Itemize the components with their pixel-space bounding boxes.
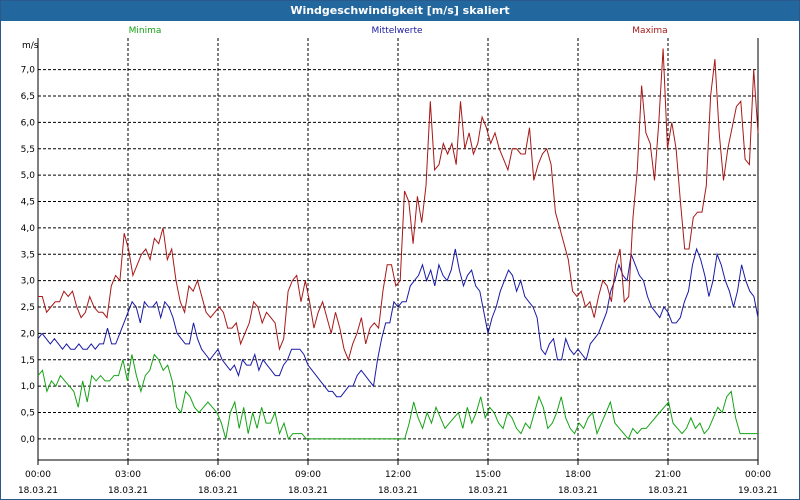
legend-mittelwerte: Mittelwerte bbox=[371, 26, 422, 36]
y-tick-label: 4,0 bbox=[21, 224, 36, 234]
y-tick-label: 3,0 bbox=[21, 277, 36, 287]
legend: Minima Mittelwerte Maxima bbox=[129, 26, 668, 36]
x-tick-time: 12:00 bbox=[385, 470, 411, 480]
x-tick-time: 18:00 bbox=[565, 470, 591, 480]
axes bbox=[37, 38, 759, 465]
y-tick-label: 5,0 bbox=[21, 171, 36, 181]
y-tick-label: 1,5 bbox=[21, 356, 35, 366]
x-tick-date: 18.03.21 bbox=[558, 486, 598, 496]
y-tick-label: 4,5 bbox=[21, 198, 35, 208]
legend-minima: Minima bbox=[129, 26, 162, 36]
x-tick-time: 09:00 bbox=[295, 470, 321, 480]
y-tick-label: 0,0 bbox=[21, 435, 36, 445]
grid-lines bbox=[38, 38, 758, 460]
y-tick-label: 3,5 bbox=[21, 250, 35, 260]
y-tick-label: 2,5 bbox=[21, 303, 35, 313]
legend-maxima: Maxima bbox=[632, 26, 667, 36]
y-tick-label: 1,0 bbox=[21, 382, 36, 392]
x-tick-time: 06:00 bbox=[205, 470, 231, 480]
y-tick-label: 6,5 bbox=[21, 92, 35, 102]
y-tick-label: 6,0 bbox=[21, 118, 36, 128]
chart-title: Windgeschwindigkeit [m/s] skaliert bbox=[1, 1, 799, 21]
series-line-mittelwerte bbox=[37, 247, 759, 398]
y-tick-label: 5,5 bbox=[21, 145, 35, 155]
x-tick-time: 00:00 bbox=[25, 470, 51, 480]
x-tick-date: 18.03.21 bbox=[288, 486, 328, 496]
x-tick-time: 15:00 bbox=[475, 470, 501, 480]
x-tick-date: 18.03.21 bbox=[648, 486, 688, 496]
x-tick-date: 18.03.21 bbox=[378, 486, 418, 496]
x-tick-date: 19.03.21 bbox=[738, 486, 778, 496]
y-tick-label: 0,5 bbox=[21, 409, 35, 419]
x-tick-date: 18.03.21 bbox=[18, 486, 58, 496]
series-line-minima bbox=[37, 353, 758, 440]
x-tick-date: 18.03.21 bbox=[198, 486, 238, 496]
y-axis-label: m/s bbox=[22, 41, 39, 51]
x-tick-time: 00:00 bbox=[745, 470, 771, 480]
series-line-maxima bbox=[38, 48, 759, 362]
x-tick-date: 18.03.21 bbox=[108, 486, 148, 496]
tick-labels: 0,0 0,5 1,0 1,5 2,0 2,5 3,0 3,5 4,0 4,5 5,0 5,5 6,0 6… bbox=[18, 41, 778, 496]
x-tick-time: 21:00 bbox=[655, 470, 681, 480]
y-tick-label: 7,0 bbox=[21, 66, 36, 76]
x-tick-date: 18.03.21 bbox=[468, 486, 508, 496]
y-tick-label: 2,0 bbox=[21, 329, 36, 339]
x-tick-time: 03:00 bbox=[115, 470, 141, 480]
series-lines bbox=[37, 48, 759, 440]
